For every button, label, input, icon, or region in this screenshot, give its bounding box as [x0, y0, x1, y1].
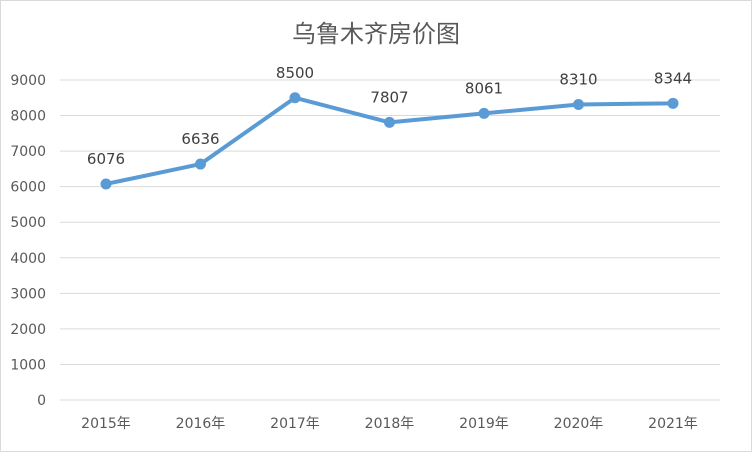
- x-tick-label-6: 2021年: [648, 416, 698, 432]
- data-label-4: 8061: [465, 79, 503, 97]
- data-label-2: 8500: [276, 64, 314, 82]
- data-point-1: [195, 158, 206, 170]
- y-tick-label-3: 3000: [10, 286, 46, 302]
- data-label-0: 6076: [87, 150, 125, 168]
- data-point-6: [667, 97, 679, 109]
- x-tick-label-2: 2017年: [270, 416, 320, 432]
- data-label-3: 7807: [370, 88, 408, 106]
- data-label-6: 8344: [654, 69, 692, 87]
- y-tick-label-0: 0: [37, 393, 46, 409]
- x-tick-label-4: 2019年: [459, 416, 509, 432]
- data-label-5: 8310: [559, 71, 597, 89]
- x-tick-label-0: 2015年: [81, 416, 131, 432]
- data-label-1: 6636: [181, 130, 219, 148]
- x-tick-label-5: 2020年: [554, 416, 604, 432]
- data-point-4: [478, 107, 490, 119]
- y-tick-label-7: 7000: [10, 144, 46, 160]
- data-point-3: [384, 116, 395, 128]
- data-point-5: [573, 99, 584, 111]
- y-tick-label-4: 4000: [10, 251, 46, 267]
- y-tick-label-5: 5000: [10, 215, 46, 231]
- y-tick-label-8: 8000: [10, 109, 46, 125]
- y-tick-label-2: 2000: [10, 322, 46, 338]
- data-point-2: [289, 92, 301, 104]
- y-tick-label-6: 6000: [10, 180, 46, 196]
- y-tick-label-9: 9000: [10, 73, 46, 89]
- data-point-0: [100, 178, 112, 190]
- x-tick-label-1: 2016年: [176, 416, 226, 432]
- chart-title: 乌鲁木齐房价图: [292, 20, 460, 48]
- y-tick-label-1: 1000: [10, 357, 46, 373]
- x-tick-label-3: 2018年: [365, 416, 415, 432]
